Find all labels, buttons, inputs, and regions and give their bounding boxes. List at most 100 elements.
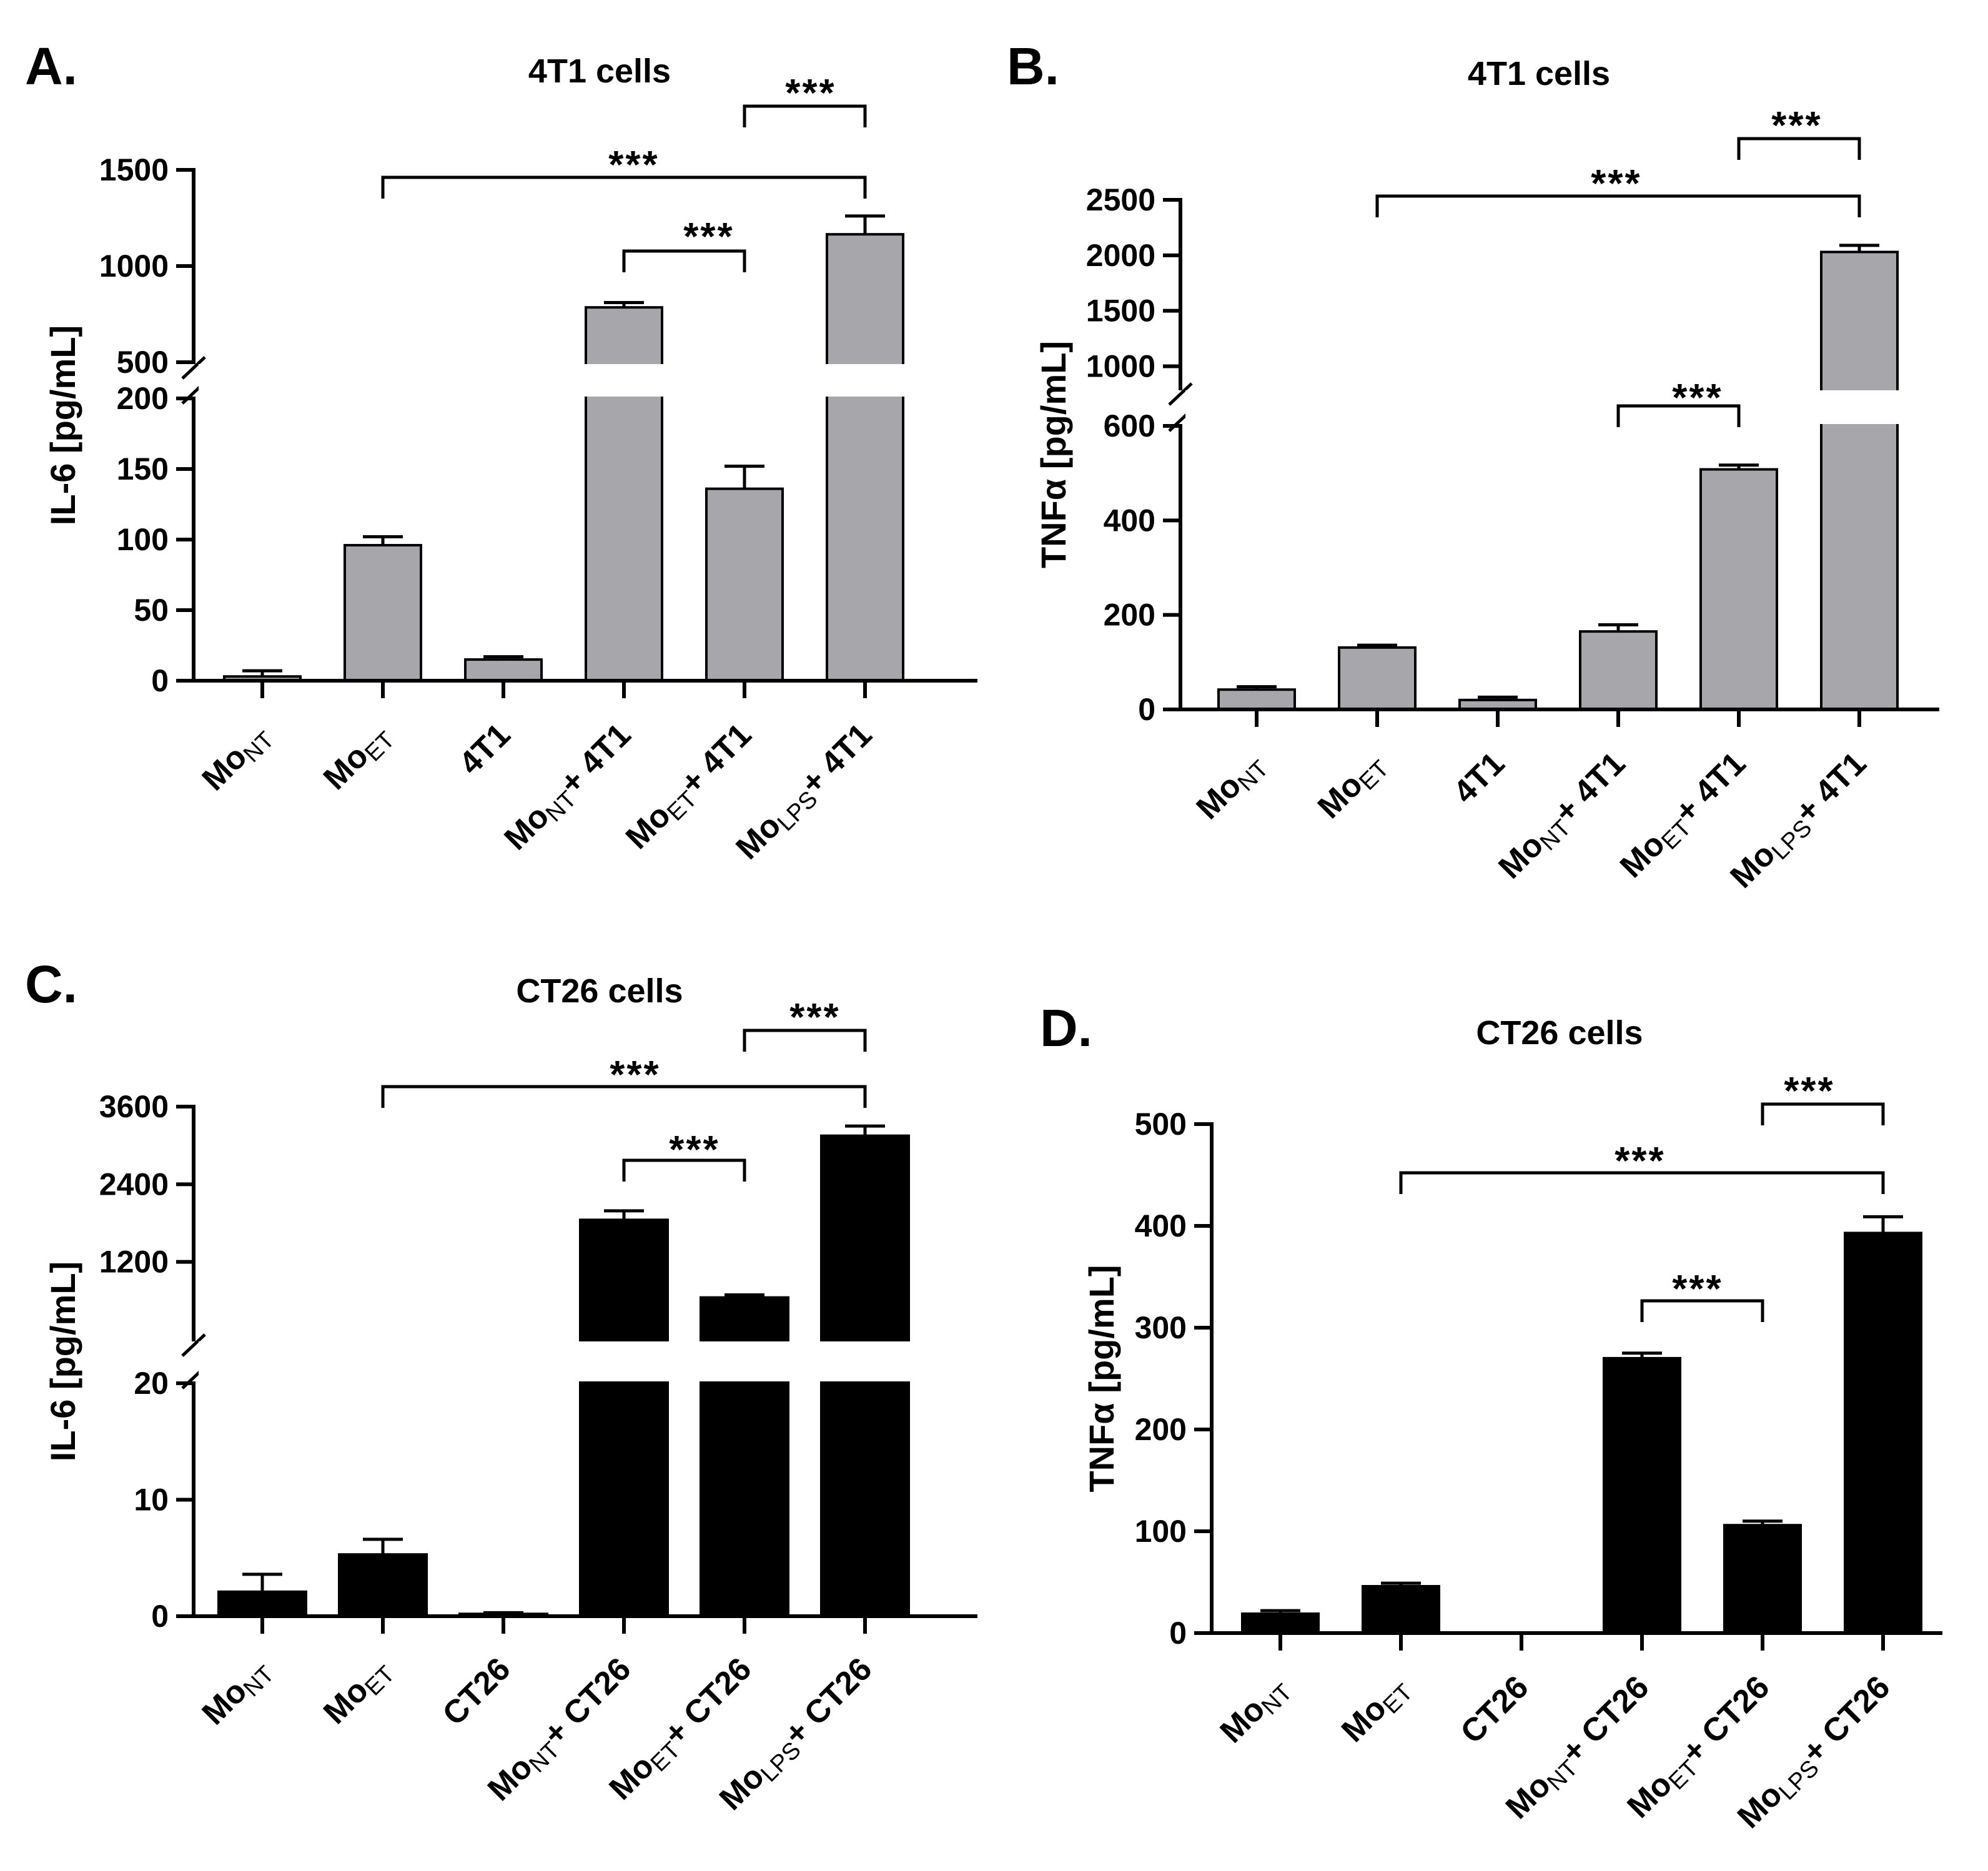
bar xyxy=(344,544,422,682)
y-tick-label: 1200 xyxy=(99,1245,169,1280)
bracket-line xyxy=(1375,194,1861,217)
chart-title: 4T1 cells xyxy=(528,52,671,90)
significance-label: *** xyxy=(789,996,840,1039)
bar xyxy=(1723,1524,1802,1634)
x-tick-label: MoNT+ 4T1 xyxy=(498,716,641,860)
y-tick-label: 600 xyxy=(1104,408,1155,443)
bar xyxy=(1699,468,1778,711)
bar xyxy=(217,1590,307,1617)
significance-label: *** xyxy=(1615,1140,1665,1183)
bar xyxy=(1362,1585,1440,1635)
bracket-line xyxy=(622,249,746,272)
category-rest: + 4T1 xyxy=(553,716,638,801)
y-tick-label: 2500 xyxy=(1086,182,1155,217)
x-tick-label: MoET xyxy=(1335,1669,1418,1752)
y-tick-label: 400 xyxy=(1104,503,1155,538)
bar xyxy=(338,1553,428,1618)
y-axis: 0 10 20 1200 2400 3600 xyxy=(99,1089,206,1634)
bar xyxy=(579,1218,669,1617)
y-tick-label: 1000 xyxy=(99,249,169,284)
x-tick-label: MoNT xyxy=(195,1651,280,1735)
bracket-line xyxy=(1616,404,1741,427)
category-rest: + CT26 xyxy=(1796,1669,1897,1770)
category-rest: + 4T1 xyxy=(794,716,879,801)
x-tick-label: MoET xyxy=(317,716,400,799)
y-tick-label: 1500 xyxy=(1086,294,1155,328)
y-axis-label: TNFα [pg/mL] xyxy=(1034,341,1073,568)
category-rest: + 4T1 xyxy=(673,716,758,801)
panel-b: B. 4T1 cells TNFα [pg/mL] 0 200 400 600 1000 150… xyxy=(1007,37,1944,895)
axis-break-gap xyxy=(199,1341,982,1381)
x-tick-label: 4T1 xyxy=(452,716,517,781)
x-tick-label: MoET xyxy=(317,1651,400,1734)
bars xyxy=(1241,1215,1922,1635)
y-tick-label: 0 xyxy=(151,663,169,698)
y-tick-label: 3600 xyxy=(99,1089,169,1124)
significance-label: *** xyxy=(1672,377,1723,420)
significance-bracket: *** xyxy=(1737,104,1861,160)
category-main: CT26 xyxy=(436,1651,518,1732)
y-tick-label: 2000 xyxy=(1086,238,1155,273)
bar xyxy=(464,658,543,682)
bracket-line xyxy=(1640,1299,1764,1322)
category-rest: + CT26 xyxy=(1675,1669,1777,1770)
y-tick-label: 1500 xyxy=(99,152,169,187)
y-tick-label: 500 xyxy=(1135,1107,1187,1142)
panel-d: D. CT26 cells TNFα [pg/mL] 0 100 200 300 400 500… xyxy=(1040,999,1942,1835)
significance-bracket: *** xyxy=(381,144,867,199)
category-main: 4T1 xyxy=(1446,745,1511,810)
bracket-line xyxy=(381,1085,867,1108)
panel-letter: D. xyxy=(1040,999,1092,1057)
significance-bracket: *** xyxy=(1761,1070,1885,1125)
bar xyxy=(1217,688,1296,711)
y-axis-label: IL-6 [pg/mL] xyxy=(43,1261,82,1461)
category-rest: + 4T1 xyxy=(1788,745,1873,830)
significance-bracket: *** xyxy=(1399,1140,1885,1194)
significance-label: *** xyxy=(683,215,734,259)
bar xyxy=(826,233,904,682)
bar xyxy=(1844,1232,1922,1635)
category-main: CT26 xyxy=(1454,1669,1536,1750)
y-tick-label: 200 xyxy=(117,381,169,416)
significance-bracket: *** xyxy=(743,72,867,127)
significance-label: *** xyxy=(1591,162,1641,205)
bar xyxy=(1241,1612,1320,1635)
bracket-line xyxy=(743,1029,867,1052)
y-tick-label: 200 xyxy=(1135,1412,1187,1447)
y-tick-label: 300 xyxy=(1135,1310,1187,1345)
y-tick-label: 20 xyxy=(134,1366,169,1401)
x-tick-label: CT26 xyxy=(436,1651,518,1732)
bar xyxy=(585,306,663,683)
axis-break-mark xyxy=(181,356,206,380)
x-tick-label: MoNT+ 4T1 xyxy=(1492,745,1636,889)
chart-title: CT26 cells xyxy=(516,972,683,1010)
significance-bracket: *** xyxy=(1640,1268,1764,1322)
panel-c: C. CT26 cells IL-6 [pg/mL] 0 10 20 1200 2400 360… xyxy=(25,955,982,1817)
y-tick-label: 0 xyxy=(1138,692,1155,727)
x-tick-label: MoNT xyxy=(1214,1669,1298,1753)
bracket-line xyxy=(1399,1171,1885,1194)
y-axis-label: IL-6 [pg/mL] xyxy=(43,325,82,525)
significance-label: *** xyxy=(1771,104,1822,147)
bar xyxy=(1338,646,1417,711)
x-tick-label: MoNT xyxy=(195,716,280,801)
axis-break-mark xyxy=(181,1333,206,1357)
y-tick-label: 50 xyxy=(134,593,169,628)
category-rest: + CT26 xyxy=(537,1651,638,1752)
axis-break-mark xyxy=(1168,382,1193,406)
category-rest: + CT26 xyxy=(1555,1669,1656,1770)
significance-bracket: *** xyxy=(622,1128,746,1182)
y-tick-label: 0 xyxy=(1169,1616,1187,1651)
bracket-line xyxy=(743,104,867,127)
significance-bracket: *** xyxy=(743,996,867,1052)
y-tick-label: 0 xyxy=(151,1599,169,1634)
y-tick-label: 2400 xyxy=(99,1167,169,1202)
significance-label: *** xyxy=(1784,1070,1834,1113)
category-rest: + 4T1 xyxy=(1547,745,1632,830)
bars xyxy=(223,214,904,683)
chart-title: CT26 cells xyxy=(1476,1014,1643,1052)
category-rest: + CT26 xyxy=(778,1651,879,1752)
chart-title: 4T1 cells xyxy=(1468,55,1610,92)
